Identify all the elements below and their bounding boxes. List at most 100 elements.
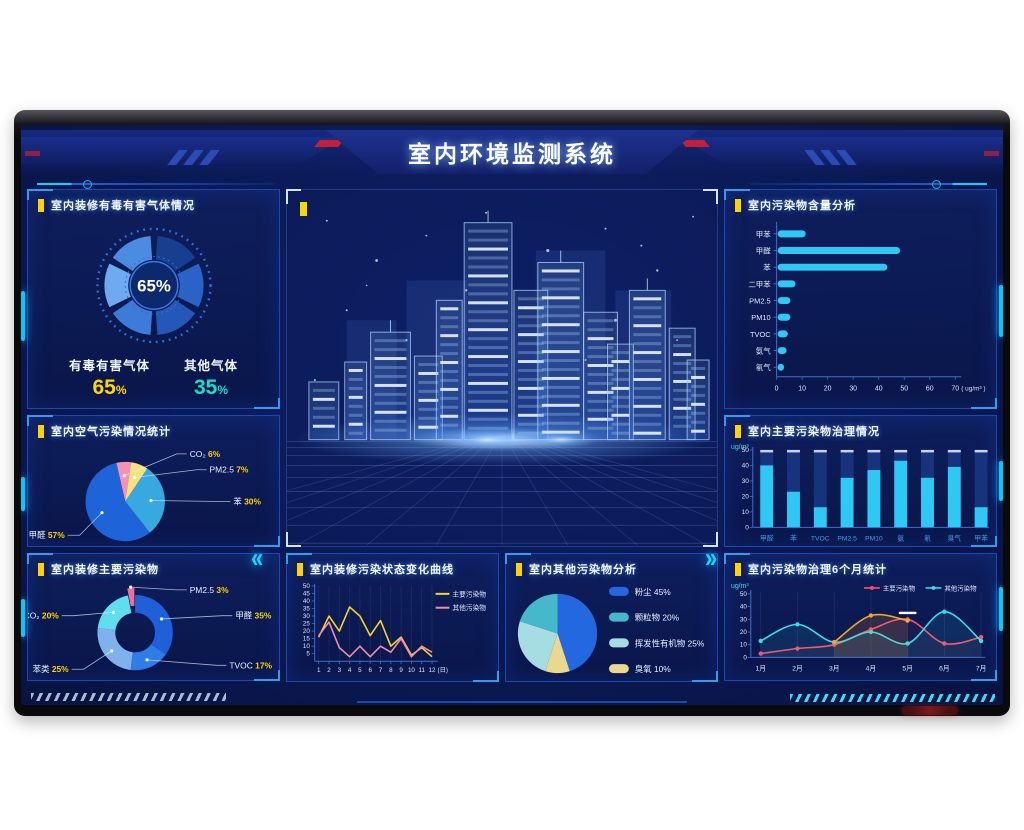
svg-text:其他污染物: 其他污染物 bbox=[452, 603, 486, 612]
svg-text:8: 8 bbox=[389, 667, 393, 674]
chevron-right-icon[interactable]: » bbox=[705, 541, 718, 573]
main-pollutants-donut-chart: PM2.5 3% 甲醛 35% TVOC 17% 苯类 25% CO₂ 20% bbox=[28, 585, 273, 674]
legend-item: 有毒有害气体 65% bbox=[69, 355, 150, 400]
svg-text:甲醛: 甲醛 bbox=[756, 246, 771, 256]
svg-text:60: 60 bbox=[926, 386, 934, 393]
edge-capsule bbox=[999, 285, 1003, 337]
svg-text:40: 40 bbox=[303, 598, 310, 605]
svg-text:50: 50 bbox=[303, 583, 310, 590]
svg-text:PM2.5 3%: PM2.5 3% bbox=[190, 585, 229, 595]
corner-bracket-icon bbox=[286, 532, 301, 547]
panel-six-month-stats: 室内污染物治理6个月统计 ug/m³ 0 10 20 30 40 50 1月 2月 3月 4月 5月 6… bbox=[724, 553, 997, 681]
svg-text:25: 25 bbox=[303, 621, 310, 628]
ring-icon bbox=[83, 180, 92, 189]
svg-text:苯 30%: 苯 30% bbox=[233, 496, 261, 506]
six-month-line-chart: ug/m³ 0 10 20 30 40 50 1月 2月 3月 4月 5月 6月 7月 主要污染物 其他污染物 bbox=[731, 583, 986, 672]
dashboard-body: 室内装修有毒有害气体情况 65% 有毒有害气体 65% 其他气体 35% bbox=[27, 189, 997, 699]
panel-title: 室内装修有毒有害气体情况 bbox=[51, 200, 195, 212]
svg-text:TVOC: TVOC bbox=[750, 330, 771, 339]
svg-text:30: 30 bbox=[849, 386, 857, 393]
svg-text:二甲苯: 二甲苯 bbox=[748, 279, 771, 289]
svg-text:2: 2 bbox=[327, 667, 331, 674]
header-line-left bbox=[37, 180, 275, 189]
svg-text:(日): (日) bbox=[438, 667, 448, 674]
panel-title: 室内污染物治理6个月统计 bbox=[748, 564, 888, 576]
title-tick-icon bbox=[38, 198, 44, 212]
svg-text:氨: 氨 bbox=[897, 533, 904, 542]
panel-header: 室内空气污染情况统计 bbox=[28, 416, 279, 440]
svg-text:3: 3 bbox=[338, 667, 342, 674]
svg-text:11: 11 bbox=[418, 667, 425, 674]
city-skyline-visual bbox=[287, 210, 717, 546]
svg-text:70: 70 bbox=[951, 386, 959, 393]
panel-header: 室内装修有毒有害气体情况 bbox=[28, 190, 279, 214]
svg-text:7: 7 bbox=[379, 667, 383, 674]
svg-text:9: 9 bbox=[399, 667, 403, 674]
edge-capsule bbox=[21, 599, 25, 637]
svg-text:20: 20 bbox=[303, 628, 310, 635]
svg-text:臭氧 10%: 臭氧 10% bbox=[635, 664, 671, 674]
svg-text:20: 20 bbox=[740, 629, 747, 636]
svg-text:CO₂ 6%: CO₂ 6% bbox=[190, 449, 221, 459]
edge-capsule bbox=[999, 587, 1003, 631]
svg-text:6: 6 bbox=[368, 667, 372, 674]
svg-text:30: 30 bbox=[303, 613, 310, 620]
svg-text:40: 40 bbox=[875, 386, 883, 393]
title-tick-icon bbox=[300, 202, 307, 216]
edge-capsule bbox=[21, 291, 25, 341]
tv-frame: 室内环境监测系统 室内装修有毒有害气体情况 65% bbox=[14, 110, 1010, 716]
svg-text:5: 5 bbox=[358, 667, 362, 674]
panel-header: 室内污染物含量分析 bbox=[725, 190, 996, 214]
legend-value: 35% bbox=[193, 375, 229, 399]
svg-text:50: 50 bbox=[740, 591, 747, 598]
header-line-right bbox=[749, 180, 987, 189]
svg-text:10: 10 bbox=[742, 509, 750, 516]
red-accent-icon bbox=[984, 151, 999, 156]
panel-header: 室内装修污染状态变化曲线 bbox=[287, 554, 498, 578]
title-tick-icon bbox=[38, 562, 44, 576]
panel-air-pollution: 室内空气污染情况统计 CO₂ 6% PM2.5 7% 苯 30% 甲醛 57% bbox=[27, 415, 280, 547]
svg-text:甲醛 57%: 甲醛 57% bbox=[29, 530, 66, 540]
title-tick-icon bbox=[735, 562, 741, 576]
svg-text:1月: 1月 bbox=[755, 664, 765, 672]
legend-value: 65% bbox=[92, 375, 127, 399]
svg-text:4: 4 bbox=[348, 667, 352, 674]
title-tick-icon bbox=[516, 562, 522, 576]
svg-text:6月: 6月 bbox=[939, 664, 949, 672]
hatch-stripes-right bbox=[790, 694, 995, 702]
svg-text:1: 1 bbox=[317, 667, 321, 674]
chevron-left-icon[interactable]: « bbox=[251, 541, 264, 573]
panel-title: 室内装修污染状态变化曲线 bbox=[310, 564, 454, 576]
panel-treatment-status: 室内主要污染物治理情况 ug/m³ 0 10 20 30 40 50 甲醛 苯 TVOC PM2.5… bbox=[724, 415, 997, 547]
toxic-gas-gauge-chart: 65% bbox=[96, 227, 212, 344]
svg-text:甲苯: 甲苯 bbox=[756, 229, 771, 239]
svg-text:挥发性有机物 25%: 挥发性有机物 25% bbox=[635, 638, 705, 648]
svg-text:45: 45 bbox=[303, 590, 310, 597]
svg-text:甲醛: 甲醛 bbox=[760, 533, 774, 542]
legend-label: 有毒有害气体 bbox=[68, 358, 150, 373]
panel-header: 室内装修主要污染物 bbox=[28, 554, 279, 578]
svg-text:主要污染物: 主要污染物 bbox=[883, 583, 916, 592]
svg-text:苯: 苯 bbox=[763, 262, 771, 272]
panel-title: 室内装修主要污染物 bbox=[51, 564, 159, 576]
svg-text:0: 0 bbox=[745, 524, 749, 531]
svg-text:30: 30 bbox=[740, 616, 747, 623]
svg-text:5月: 5月 bbox=[902, 664, 912, 672]
panel-title: 室内其他污染物分析 bbox=[529, 564, 637, 576]
svg-text:甲醛 35%: 甲醛 35% bbox=[235, 611, 272, 621]
svg-text:臭气: 臭气 bbox=[948, 533, 962, 542]
treatment-bar-chart: ug/m³ 0 10 20 30 40 50 甲醛 苯 TVOC PM2.5 PM10 氨 氡 臭气 甲苯 bbox=[731, 444, 990, 542]
edge-capsule bbox=[21, 477, 25, 511]
svg-text:40: 40 bbox=[740, 604, 747, 611]
panel-title: 室内空气污染情况统计 bbox=[51, 426, 171, 438]
svg-text:PM2.5 7%: PM2.5 7% bbox=[210, 465, 249, 475]
air-pollution-pie-chart: CO₂ 6% PM2.5 7% 苯 30% 甲醛 57% bbox=[29, 449, 261, 542]
panel-city-visual bbox=[286, 189, 718, 547]
ring-icon bbox=[932, 180, 941, 189]
svg-text:ug/m³: ug/m³ bbox=[731, 444, 749, 451]
center-column: 室内装修污染状态变化曲线 5 10 15 20 25 30 35 40 45 50 1 2 3 4 5 6 7 8… bbox=[286, 189, 718, 683]
svg-text:0: 0 bbox=[743, 654, 747, 661]
svg-text:粉尘 45%: 粉尘 45% bbox=[635, 587, 671, 597]
svg-text:PM10: PM10 bbox=[865, 535, 883, 542]
